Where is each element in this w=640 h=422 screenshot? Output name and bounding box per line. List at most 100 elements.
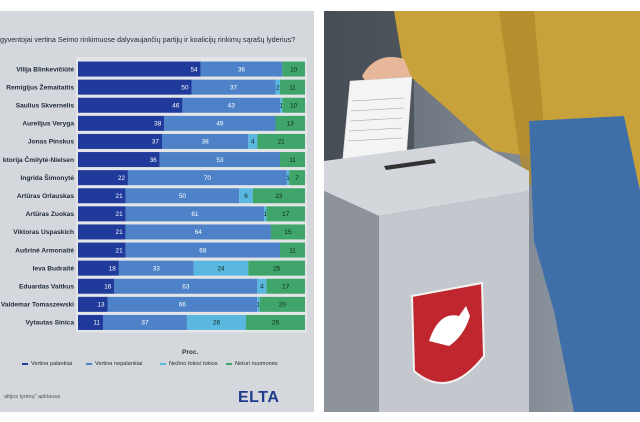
data-label: 70: [204, 175, 212, 182]
data-label: 16: [104, 283, 112, 290]
data-label: 26: [213, 320, 221, 327]
bar-segment: [264, 206, 267, 222]
data-label: 37: [152, 139, 160, 146]
bar-segment: [164, 115, 276, 131]
data-label: 54: [190, 66, 198, 73]
knight-icon: [429, 306, 470, 346]
x-axis-label: Proc.: [182, 349, 199, 356]
data-label: 20: [279, 302, 287, 309]
bar-segment: [191, 79, 276, 95]
bar-segment: [125, 224, 271, 240]
bar-segment: [239, 188, 253, 204]
data-label: 26: [272, 320, 280, 327]
chart-panel: e gyventojai vertina Seimo rinkimuose da…: [0, 11, 314, 412]
bar-segment: [78, 97, 183, 113]
bar-segment: [266, 206, 305, 222]
category-label: Viktoras Uspaskich: [13, 229, 74, 236]
data-label: 2: [276, 84, 280, 91]
bar-segment: [78, 61, 201, 77]
data-label: 21: [116, 247, 124, 254]
bar-segment: [125, 242, 281, 258]
bar-segment: [270, 224, 305, 240]
data-label: 33: [153, 265, 161, 272]
category-label: Artūras Zuokas: [26, 211, 75, 218]
bar-segment: [127, 170, 287, 186]
bar-segment: [78, 152, 160, 168]
data-label: 21: [116, 193, 124, 200]
data-label: 36: [150, 157, 158, 164]
bar-segment: [248, 260, 305, 276]
chart-title: e gyventojai vertina Seimo rinkimuose da…: [0, 35, 296, 44]
bar-segment: [125, 206, 265, 222]
bar-segment: [78, 206, 126, 222]
bar-segment: [257, 296, 260, 312]
bar-segment: [257, 278, 267, 294]
bar-segment: [125, 188, 240, 204]
bar-segment: [159, 152, 281, 168]
bar-segment: [78, 224, 126, 240]
data-label: 37: [141, 320, 149, 327]
bar-segment: [289, 170, 305, 186]
data-label: 18: [109, 265, 117, 272]
ballot-box-photo: [324, 11, 640, 412]
bar-segment: [114, 278, 258, 294]
legend-item-1: Vertina palankiai: [22, 361, 72, 367]
data-label: 36: [238, 66, 246, 73]
legend-swatch: [86, 363, 92, 365]
bar-segment: [186, 314, 246, 330]
bar-segment: [280, 79, 305, 95]
data-label: 15: [284, 229, 292, 236]
data-label: 13: [97, 302, 105, 309]
bar-segment: [193, 260, 249, 276]
data-label: 49: [216, 121, 224, 128]
data-label: 66: [179, 302, 187, 309]
data-label: 1: [279, 102, 283, 109]
data-label: 22: [118, 175, 126, 182]
data-label: 25: [273, 265, 281, 272]
data-label: 68: [199, 247, 207, 254]
legend-label: Vertina nepalankiai: [95, 361, 143, 367]
bar-segment: [78, 278, 115, 294]
data-label: 46: [172, 102, 180, 109]
data-label: 10: [290, 102, 298, 109]
category-label: Aušrinė Armonaitė: [15, 247, 74, 254]
bar-segment: [182, 97, 281, 113]
source-note: altijos tyrimų" apklausa: [4, 394, 61, 400]
data-label: 17: [282, 283, 290, 290]
data-label: 7: [295, 175, 299, 182]
data-label: 21: [278, 139, 286, 146]
legend-item-3: Nežino tokio/ tokios: [160, 361, 218, 367]
bar-segment: [252, 188, 305, 204]
bar-segment: [259, 296, 305, 312]
bar-segment: [78, 296, 108, 312]
data-label: 11: [289, 247, 296, 254]
ballot-slot: [384, 159, 436, 170]
legend-label: Neturi nuomonės: [235, 361, 278, 367]
bar-segment: [78, 260, 119, 276]
data-label: 61: [191, 211, 199, 218]
bar-segment: [102, 314, 187, 330]
data-label: 23: [275, 193, 283, 200]
data-label: 11: [289, 157, 296, 164]
legend-swatch: [160, 363, 166, 365]
data-label: 17: [282, 211, 290, 218]
data-label: 38: [202, 139, 210, 146]
bar-segment: [266, 278, 305, 294]
data-label: 6: [244, 193, 248, 200]
bar-segment: [282, 97, 305, 113]
data-label: 50: [179, 193, 187, 200]
ballot-box-top: [324, 141, 529, 216]
bar-segment: [245, 314, 305, 330]
bar-segment: [248, 133, 258, 149]
bar-segment: [161, 133, 249, 149]
ballot-box-side: [324, 191, 379, 412]
legend-item-2: Vertina nepalankiai: [86, 361, 142, 367]
photo-illustration: [324, 11, 640, 412]
category-label: Jonas Pinskus: [28, 139, 75, 146]
legend-swatch: [22, 363, 28, 365]
data-label: 21: [116, 211, 124, 218]
bar-segment: [107, 296, 258, 312]
bar-segment: [200, 61, 283, 77]
elta-logo: ELTA: [238, 389, 280, 406]
legend-label: Vertina palankiai: [31, 361, 73, 367]
